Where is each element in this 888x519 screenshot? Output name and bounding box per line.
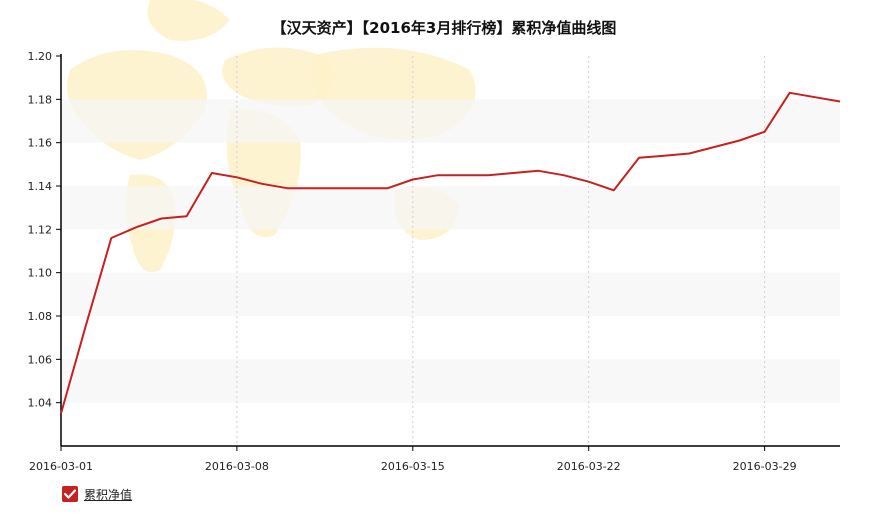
- y-axis-ticks: 1.04 1.06 1.08 1.10 1.12 1.14 1.16 1.18 1.20: [28, 50, 61, 410]
- grid-band: [61, 272, 840, 316]
- map-landmass: [147, 0, 230, 41]
- x-tick-label: 2016-03-29: [733, 460, 797, 473]
- y-tick-label: 1.12: [28, 223, 53, 236]
- y-tick-label: 1.14: [28, 180, 53, 193]
- map-landmass: [222, 47, 335, 107]
- y-tick-label: 1.08: [28, 310, 53, 323]
- series-line: [60, 91, 841, 414]
- legend-item-series[interactable]: 累积净值: [62, 486, 132, 502]
- series-group: [60, 91, 841, 414]
- grid-band: [61, 359, 840, 403]
- chart-title: 【汉天资产】【2016年3月排行榜】累积净值曲线图: [272, 19, 617, 37]
- x-tick-label: 2016-03-15: [381, 460, 445, 473]
- axes: [60, 54, 840, 447]
- y-tick-label: 1.04: [28, 397, 53, 410]
- x-tick-label: 2016-03-22: [557, 460, 621, 473]
- x-axis-ticks: 2016-03-01 2016-03-08 2016-03-15 2016-03-22…: [29, 446, 797, 473]
- legend-checkbox[interactable]: [62, 486, 78, 502]
- x-tick-label: 2016-03-08: [205, 460, 269, 473]
- legend-label: 累积净值: [84, 487, 133, 502]
- y-tick-label: 1.10: [28, 267, 53, 280]
- grid-band: [61, 186, 840, 230]
- y-tick-label: 1.06: [28, 353, 53, 366]
- y-tick-label: 1.18: [28, 93, 53, 106]
- x-tick-label: 2016-03-01: [29, 460, 93, 473]
- y-tick-label: 1.16: [28, 137, 53, 150]
- y-tick-label: 1.20: [28, 50, 53, 63]
- vertical-gridlines: [236, 56, 766, 446]
- grid-band: [61, 99, 840, 143]
